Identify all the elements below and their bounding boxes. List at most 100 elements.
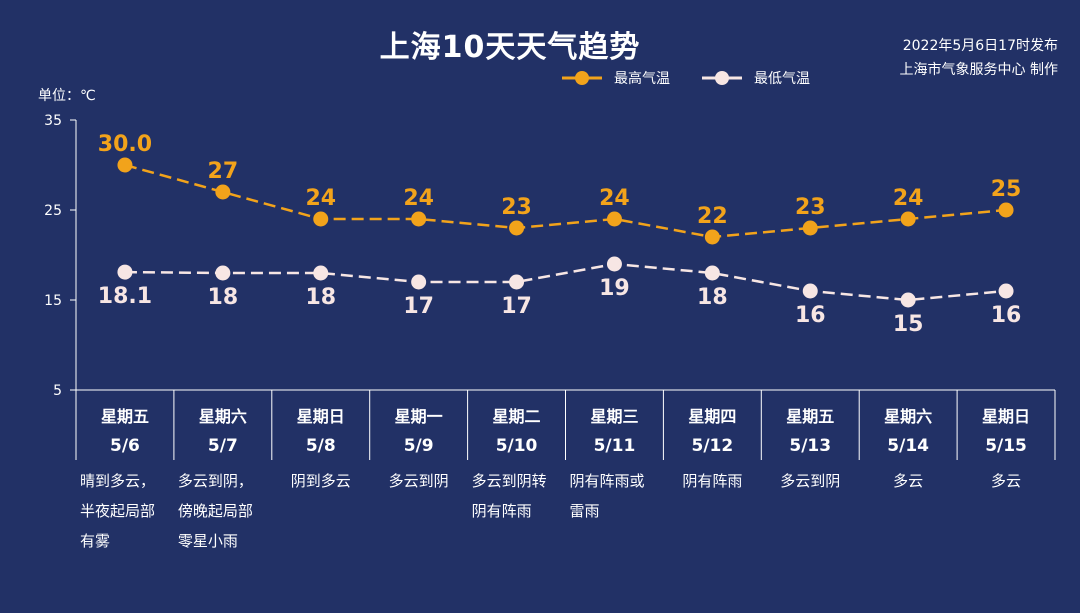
x-date-label: 5/9 bbox=[404, 436, 434, 456]
weather-description: 多云到阴 bbox=[370, 466, 468, 496]
x-date-label: 5/12 bbox=[691, 436, 733, 456]
high-temp-point bbox=[509, 220, 525, 236]
unit-label: 单位：℃ bbox=[38, 88, 96, 104]
high-temp-point bbox=[411, 211, 427, 227]
y-tick-label: 25 bbox=[44, 203, 62, 219]
issue-producer: 上海市气象服务中心 制作 bbox=[899, 62, 1058, 78]
x-weekday-label: 星期一 bbox=[395, 407, 443, 426]
weather-description: 多云 bbox=[859, 466, 957, 496]
y-tick-label: 15 bbox=[44, 293, 62, 309]
x-weekday-label: 星期四 bbox=[688, 407, 736, 426]
low-temp-label: 16 bbox=[795, 303, 826, 328]
x-date-label: 5/15 bbox=[985, 436, 1027, 456]
low-temp-label: 18 bbox=[697, 285, 728, 310]
legend-high-label: 最高气温 bbox=[614, 71, 670, 87]
x-weekday-label: 星期三 bbox=[590, 407, 638, 426]
legend-high: 最高气温 bbox=[560, 68, 670, 88]
weather-description-line: 阴有阵雨 bbox=[471, 502, 532, 520]
weather-description-line: 雷雨 bbox=[569, 502, 600, 520]
high-temp-point bbox=[900, 211, 916, 227]
high-temp-point bbox=[998, 202, 1014, 218]
legend-low-label: 最低气温 bbox=[754, 71, 810, 87]
high-temp-label: 23 bbox=[795, 195, 826, 220]
low-temp-label: 18 bbox=[305, 285, 336, 310]
low-temp-point bbox=[509, 274, 525, 290]
weather-description: 多云到阴， 傍晚起局部 零星小雨 bbox=[174, 466, 276, 556]
low-temp-point bbox=[704, 265, 720, 281]
weather-description: 阴有阵雨 bbox=[663, 466, 761, 496]
x-date-label: 5/13 bbox=[789, 436, 831, 456]
low-temp-label: 18 bbox=[208, 285, 239, 310]
legend-low: 最低气温 bbox=[700, 68, 810, 88]
high-temp-label: 24 bbox=[403, 186, 434, 211]
weather-description-line: 多云到阴 bbox=[780, 472, 841, 490]
x-date-label: 5/14 bbox=[887, 436, 929, 456]
low-temp-point bbox=[313, 265, 329, 281]
high-temp-label: 25 bbox=[991, 177, 1022, 202]
low-temp-point bbox=[802, 283, 818, 299]
issue-info: 2022年5月6日17时发布 上海市气象服务中心 制作 bbox=[900, 34, 1058, 82]
weather-description-line: 有雾 bbox=[80, 532, 111, 550]
low-temp-point bbox=[411, 274, 427, 290]
low-temp-label: 17 bbox=[403, 294, 434, 319]
x-weekday-label: 星期六 bbox=[199, 407, 247, 426]
chart-title: 上海10天天气趋势 bbox=[379, 30, 641, 65]
high-temp-label: 24 bbox=[599, 186, 630, 211]
high-temp-point bbox=[802, 220, 818, 236]
y-tick-label: 35 bbox=[44, 113, 62, 129]
weather-description: 阴到多云 bbox=[272, 466, 370, 496]
high-temp-label: 27 bbox=[208, 159, 239, 184]
weather-description-line: 阴有阵雨或 bbox=[569, 472, 645, 490]
x-date-label: 5/10 bbox=[496, 436, 538, 456]
low-temp-point bbox=[215, 265, 231, 281]
x-weekday-label: 星期六 bbox=[884, 407, 932, 426]
chart-legend: 最高气温 最低气温 bbox=[560, 68, 840, 88]
weather-description-line: 傍晚起局部 bbox=[177, 502, 253, 520]
low-temp-point bbox=[900, 292, 916, 308]
weather-description-line: 半夜起局部 bbox=[80, 502, 156, 520]
weather-description-line: 晴到多云， bbox=[80, 472, 156, 490]
x-date-label: 5/7 bbox=[208, 436, 238, 456]
low-temp-label: 15 bbox=[893, 312, 924, 337]
x-weekday-label: 星期日 bbox=[982, 407, 1030, 426]
weather-description-line: 多云 bbox=[991, 472, 1022, 490]
low-temp-label: 18.1 bbox=[98, 284, 152, 309]
high-temp-point bbox=[606, 211, 622, 227]
low-temp-line bbox=[124, 262, 1007, 302]
legend-high-marker bbox=[562, 71, 602, 85]
low-temp-label: 19 bbox=[599, 276, 630, 301]
high-temp-label: 22 bbox=[697, 204, 728, 229]
high-temp-label: 23 bbox=[501, 195, 532, 220]
high-temp-label: 24 bbox=[893, 186, 924, 211]
low-temp-point bbox=[606, 256, 622, 272]
legend-low-marker bbox=[702, 71, 742, 85]
high-temp-line bbox=[124, 163, 1007, 239]
weather-description-line: 阴到多云 bbox=[290, 472, 351, 490]
y-tick-label: 5 bbox=[53, 383, 62, 399]
high-temp-point bbox=[215, 184, 231, 200]
weather-description: 阴有阵雨或 雷雨 bbox=[566, 466, 668, 526]
high-temp-point bbox=[704, 229, 720, 245]
low-temp-label: 17 bbox=[501, 294, 532, 319]
x-weekday-label: 星期五 bbox=[786, 407, 834, 426]
x-date-label: 5/6 bbox=[110, 436, 140, 456]
low-temp-point bbox=[998, 283, 1014, 299]
weather-description: 多云 bbox=[957, 466, 1055, 496]
high-temp-point bbox=[117, 157, 133, 173]
weather-description: 晴到多云， 半夜起局部有雾 bbox=[76, 466, 178, 556]
x-date-label: 5/8 bbox=[306, 436, 336, 456]
low-temp-point bbox=[117, 264, 133, 280]
x-weekday-label: 星期五 bbox=[101, 407, 149, 426]
weather-description-line: 多云 bbox=[893, 472, 924, 490]
weather-description-line: 多云到阴转 bbox=[471, 472, 547, 490]
weather-description-line: 多云到阴 bbox=[388, 472, 449, 490]
weather-description-line: 零星小雨 bbox=[177, 532, 238, 550]
high-temp-label: 24 bbox=[305, 186, 336, 211]
x-date-label: 5/11 bbox=[594, 436, 636, 456]
weather-description: 多云到阴 bbox=[761, 466, 859, 496]
x-weekday-label: 星期二 bbox=[493, 407, 541, 426]
weather-description: 多云到阴转 阴有阵雨 bbox=[468, 466, 570, 526]
high-temp-label: 30.0 bbox=[98, 132, 152, 157]
x-weekday-label: 星期日 bbox=[297, 407, 345, 426]
